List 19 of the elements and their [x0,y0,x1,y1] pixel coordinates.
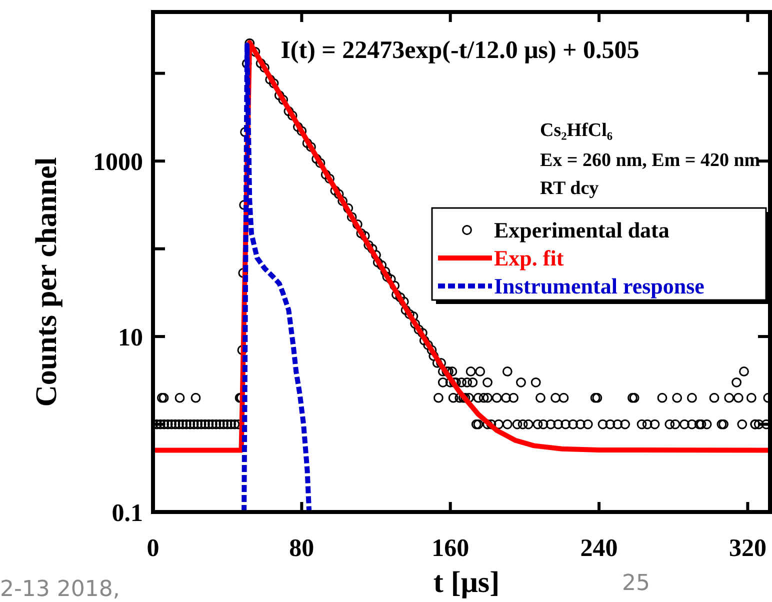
x-axis-title: t [μs] [433,566,500,599]
text: 25 [622,571,650,596]
x-tick-label: 0 [146,535,160,562]
x-tick-label: 320 [728,535,766,562]
annotation: Cs₂HfCl₆ [540,120,613,141]
legend-label: Exp. fit [494,246,564,271]
annotation: RT dcy [540,178,600,199]
x-tick-label: 80 [289,535,314,562]
x-tick-label: 160 [432,535,470,562]
annotation: Ex = 260 nm, Em = 420 nm [540,150,760,171]
legend-label: Experimental data [494,218,670,243]
legend-label: Instrumental response [494,274,705,299]
text: I(t) = 22473exp(-t/12.0 μs) + 0.505 [280,37,640,64]
y-tick-label: 10 [118,324,143,352]
y-tick-label: 1000 [93,148,143,176]
y-axis-title: Counts per channel [30,157,63,407]
y-tick-label: 0.1 [112,500,143,527]
x-tick-label: 240 [580,535,618,562]
text: 2-13 2018, [0,577,120,602]
